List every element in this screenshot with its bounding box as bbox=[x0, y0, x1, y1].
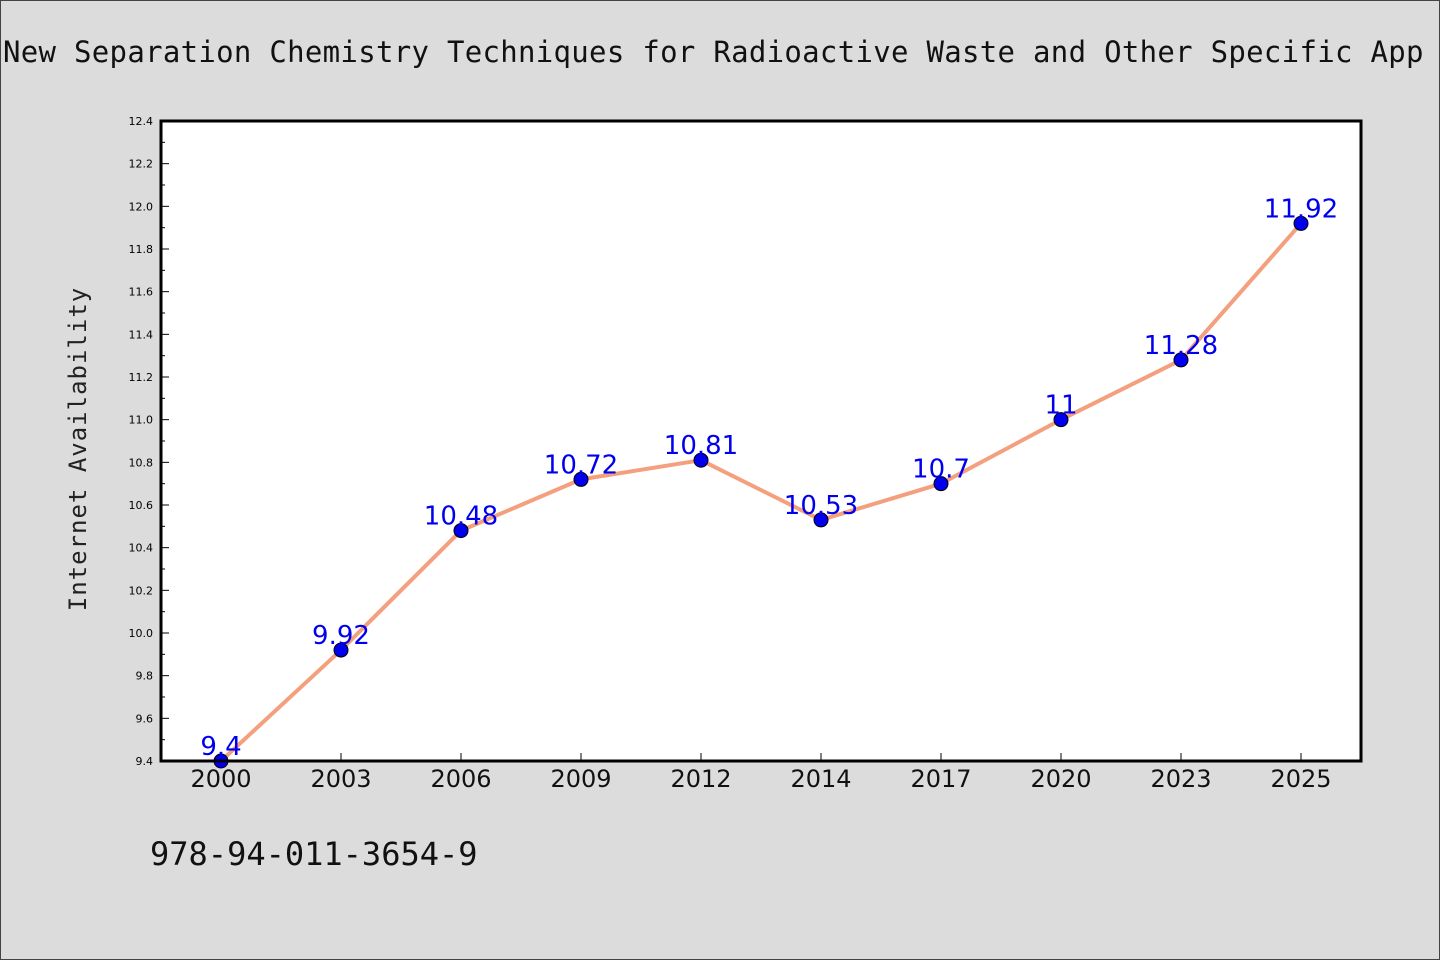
data-label: 10.48 bbox=[424, 502, 498, 532]
y-tick-label: 12.2 bbox=[129, 158, 154, 171]
data-label: 11.28 bbox=[1144, 331, 1218, 361]
data-point bbox=[693, 452, 709, 468]
x-tick-label: 2020 bbox=[1030, 765, 1091, 793]
y-tick-label: 12.0 bbox=[129, 200, 154, 213]
x-tick-label: 2025 bbox=[1270, 765, 1331, 793]
x-tick-label: 2009 bbox=[550, 765, 611, 793]
y-tick-label: 9.4 bbox=[136, 755, 154, 768]
y-tick-label: 12.4 bbox=[129, 115, 154, 128]
data-label: 9.92 bbox=[312, 621, 370, 651]
data-point bbox=[1173, 352, 1189, 368]
series-line bbox=[219, 221, 1303, 763]
y-tick-label: 11.4 bbox=[129, 328, 154, 341]
isbn-annotation: 978-94-011-3654-9 bbox=[150, 835, 478, 873]
data-point bbox=[333, 642, 349, 658]
x-tick-label: 2014 bbox=[790, 765, 851, 793]
data-label: 11.92 bbox=[1264, 194, 1338, 224]
y-tick-label: 9.6 bbox=[136, 712, 154, 725]
y-tick-label: 10.2 bbox=[129, 584, 154, 597]
data-labels: 9.4 9.92 10.48 10.72 10.81 10.53 10.7 11 11.28 11… bbox=[200, 194, 1338, 762]
data-label: 11 bbox=[1044, 391, 1077, 421]
data-label: 10.72 bbox=[544, 450, 618, 480]
y-tick-label: 10.6 bbox=[129, 499, 154, 512]
plot-border bbox=[159, 119, 1363, 763]
data-point bbox=[933, 476, 949, 492]
data-label: 9.4 bbox=[200, 732, 241, 762]
data-label: 10.53 bbox=[784, 491, 858, 521]
y-tick-label: 11.2 bbox=[129, 371, 154, 384]
data-label: 10.7 bbox=[912, 455, 970, 485]
y-tick-label: 11.6 bbox=[129, 286, 154, 299]
plot-area bbox=[161, 121, 1361, 761]
x-tick-label: 2003 bbox=[310, 765, 371, 793]
y-tick-label: 11.0 bbox=[129, 414, 154, 427]
data-point bbox=[1053, 412, 1069, 428]
data-point bbox=[813, 512, 829, 528]
x-tick-label: 2023 bbox=[1150, 765, 1211, 793]
y-tick-label: 9.8 bbox=[136, 670, 154, 683]
y-tick-label: 11.8 bbox=[129, 243, 154, 256]
y-tick-label: 10.4 bbox=[129, 542, 154, 555]
x-axis: 2000 2003 2006 2009 2012 2014 2017 2020 2023 2025 bbox=[190, 753, 1332, 793]
data-point bbox=[1293, 215, 1309, 231]
y-axis: 9.4 9.6 9.8 10.0 10.2 10.4 10.6 10.8 11.0 11.2 11.… bbox=[129, 115, 169, 768]
x-tick-label: 2000 bbox=[190, 765, 251, 793]
y-tick-label: 10.8 bbox=[129, 456, 154, 469]
data-markers bbox=[213, 215, 1309, 769]
y-tick-label: 10.0 bbox=[129, 627, 154, 640]
data-point bbox=[573, 471, 589, 487]
data-point bbox=[453, 523, 469, 539]
x-tick-label: 2017 bbox=[910, 765, 971, 793]
chart-title: New Separation Chemistry Techniques for … bbox=[3, 35, 1424, 69]
x-tick-label: 2006 bbox=[430, 765, 491, 793]
data-label: 10.81 bbox=[664, 431, 738, 461]
x-tick-label: 2012 bbox=[670, 765, 731, 793]
